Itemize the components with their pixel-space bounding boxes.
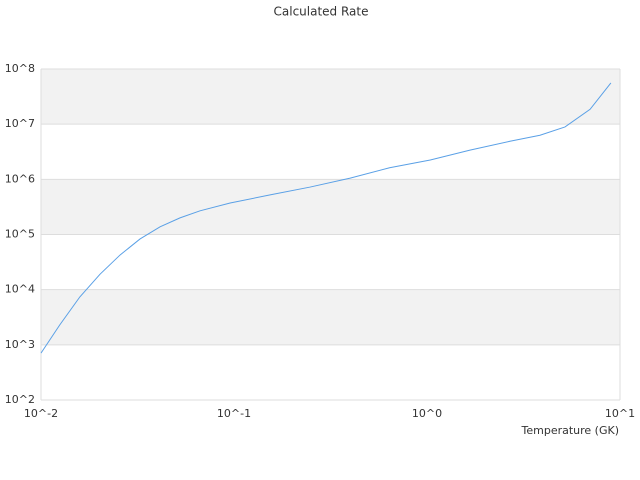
data-line (40, 82, 612, 354)
grid-band (41, 289, 620, 345)
x-tick-label: 10^-1 (217, 407, 251, 420)
y-tick-label: 10^7 (5, 117, 35, 130)
chart-title: Calculated Rate (274, 5, 369, 19)
x-tick-label: 10^0 (412, 407, 442, 420)
y-tick-label: 10^2 (5, 393, 35, 406)
grid-band (41, 69, 620, 125)
y-tick-label: 10^4 (5, 283, 35, 296)
y-tick-label: 10^5 (5, 228, 35, 241)
x-axis-label: Temperature (GK) (521, 424, 620, 437)
grid-band (41, 179, 620, 235)
x-tick-label: 10^-2 (24, 407, 58, 420)
y-tick-label: 10^6 (5, 172, 35, 185)
y-tick-label: 10^3 (5, 338, 35, 351)
y-tick-label: 10^8 (5, 62, 35, 75)
x-tick-label: 10^1 (605, 407, 635, 420)
